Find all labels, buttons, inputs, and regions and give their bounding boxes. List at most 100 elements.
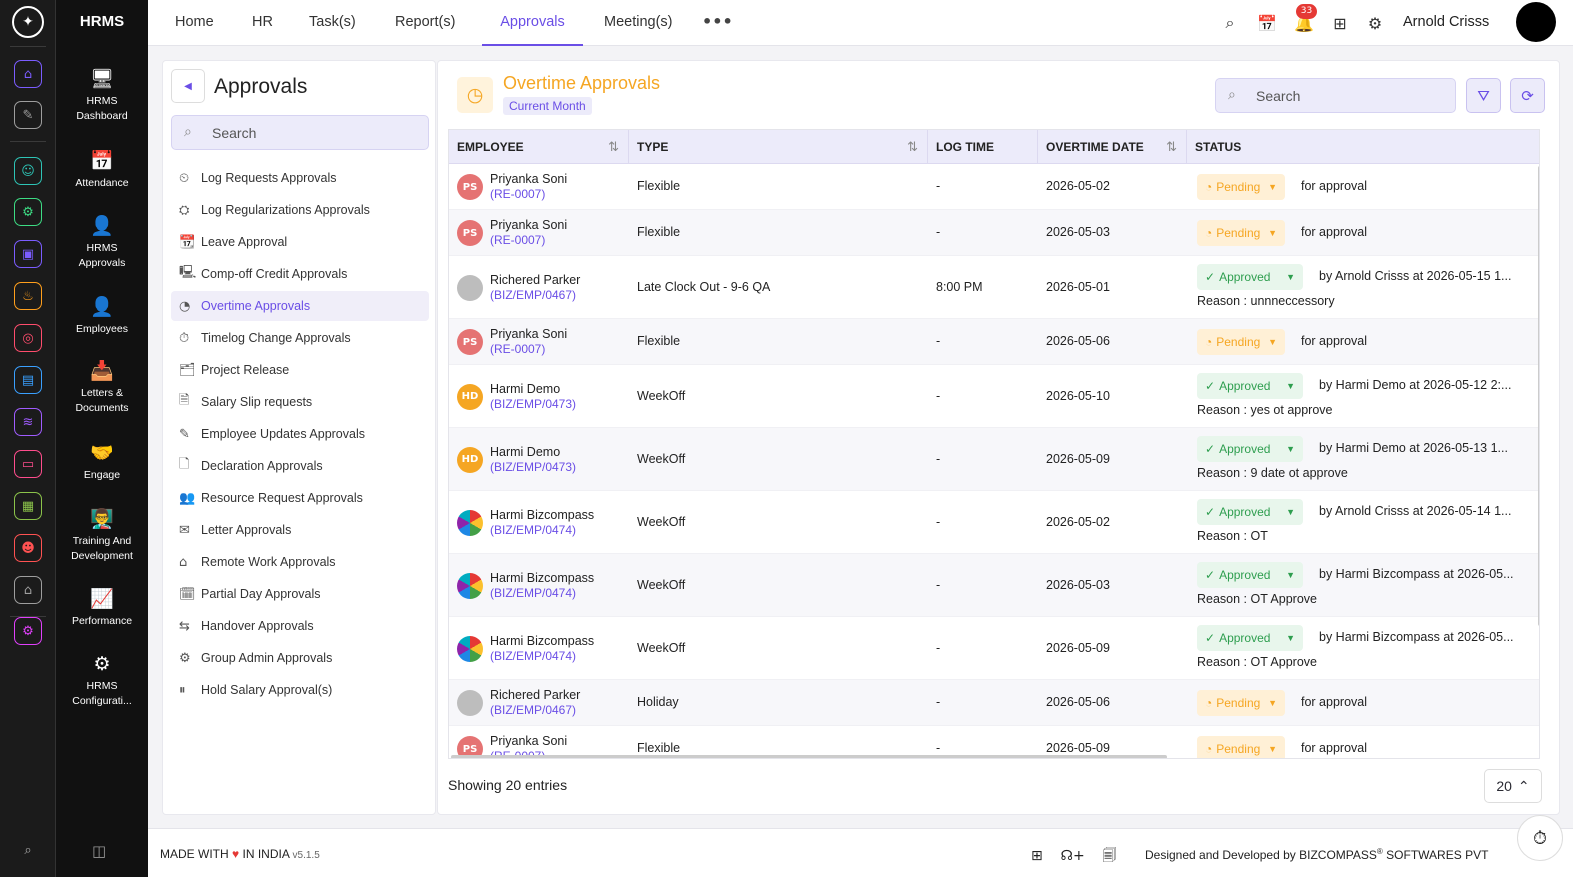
rail-settings-icon[interactable]: ⚙: [14, 198, 42, 226]
nav-item-hrms-configurati[interactable]: ⚙ HRMS Configurati...: [56, 653, 148, 709]
status-dropdown[interactable]: ✓ Approved ▼: [1197, 562, 1303, 588]
tab-home[interactable]: Home: [175, 14, 214, 30]
menu-search-input[interactable]: ⌕ Search: [171, 115, 429, 150]
status-dropdown[interactable]: ✓ Approved ▼: [1197, 625, 1303, 651]
table-row[interactable]: HD Harmi Demo (BIZ/EMP/0473) WeekOff - 2026-0…: [449, 428, 1539, 491]
gear-icon[interactable]: ⚙: [1367, 13, 1383, 33]
table-row[interactable]: HD Harmi Demo (BIZ/EMP/0473) WeekOff - 2026-0…: [449, 365, 1539, 428]
sort-icon[interactable]: ⇅: [608, 139, 619, 154]
refresh-button[interactable]: ⟳: [1510, 78, 1545, 113]
menu-item-timelog-change-approvals[interactable]: ⏱ Timelog Change Approvals: [171, 323, 429, 353]
status-dropdown[interactable]: ◔ Pending ▼: [1197, 690, 1285, 716]
calendar-icon[interactable]: 📅: [1257, 13, 1277, 33]
employee-code[interactable]: (BIZ/EMP/0473): [490, 396, 577, 411]
status-dropdown[interactable]: ◔ Pending ▼: [1197, 329, 1285, 355]
employee-code[interactable]: (BIZ/EMP/0474): [490, 648, 577, 663]
menu-item-comp-off-credit-approvals[interactable]: 🖳 Comp-off Credit Approvals: [171, 259, 429, 289]
employee-code[interactable]: (BIZ/EMP/0474): [490, 585, 577, 600]
status-dropdown[interactable]: ◔ Pending ▼: [1197, 220, 1285, 246]
sidebar-collapse-icon[interactable]: ◫: [92, 842, 107, 860]
sort-icon[interactable]: ⇅: [1166, 139, 1177, 154]
tab-hr[interactable]: HR: [252, 14, 273, 30]
nav-item-attendance[interactable]: 📅 Attendance: [56, 150, 148, 191]
apps-grid-icon[interactable]: ⊞: [1333, 13, 1347, 33]
tab-meetings[interactable]: Meeting(s): [604, 14, 673, 30]
nav-item-performance[interactable]: 📈 Performance: [56, 588, 148, 629]
table-row[interactable]: Harmi Bizcompass (BIZ/EMP/0474) WeekOff - 20…: [449, 617, 1539, 680]
employee-code[interactable]: (BIZ/EMP/0467): [490, 703, 577, 717]
table-row[interactable]: PS Priyanka Soni (RE-0007) Flexible - 2026-05…: [449, 164, 1539, 210]
tab-reports[interactable]: Report(s): [395, 14, 456, 30]
employee-code[interactable]: (RE-0007): [490, 233, 546, 247]
menu-item-declaration-approvals[interactable]: 🗋 Declaration Approvals: [171, 451, 429, 481]
rail-file-icon[interactable]: ▦: [14, 492, 42, 520]
employee-code[interactable]: (RE-0007): [490, 342, 546, 356]
rail-search-icon[interactable]: ⌕: [24, 842, 32, 858]
rail-house-icon[interactable]: ⌂: [14, 576, 42, 604]
status-dropdown[interactable]: ✓ Approved ▼: [1197, 499, 1303, 525]
table-row[interactable]: Richered Parker (BIZ/EMP/0467) Holiday - 202…: [449, 680, 1539, 726]
filter-button[interactable]: ⛛: [1466, 78, 1501, 113]
employee-code[interactable]: (RE-0007): [490, 749, 546, 759]
nav-item-training-and-development[interactable]: 👨‍🏫 Training And Development: [56, 508, 148, 564]
nav-item-engage[interactable]: 🤝 Engage: [56, 442, 148, 483]
windows-icon[interactable]: ⊞: [1031, 848, 1043, 864]
rail-target-icon[interactable]: ◎: [14, 324, 42, 352]
rail-fire-icon[interactable]: ♨: [14, 282, 42, 310]
menu-item-employee-updates-approvals[interactable]: ✎ Employee Updates Approvals: [171, 419, 429, 449]
rail-screen-icon[interactable]: ▭: [14, 450, 42, 478]
vertical-scrollbar[interactable]: [1538, 166, 1539, 626]
tab-tasks[interactable]: Task(s): [309, 14, 356, 30]
menu-item-leave-approval[interactable]: 📆 Leave Approval: [171, 227, 429, 257]
page-size-select[interactable]: 20 ⌃: [1484, 769, 1542, 803]
menu-item-group-admin-approvals[interactable]: ⚙ Group Admin Approvals: [171, 643, 429, 673]
horizontal-scrollbar[interactable]: [451, 755, 1167, 758]
col-employee[interactable]: EMPLOYEE ⇅: [449, 130, 629, 164]
col-type[interactable]: TYPE ⇅: [629, 130, 928, 164]
table-row[interactable]: PS Priyanka Soni (RE-0007) Flexible - 2026-05…: [449, 210, 1539, 256]
table-row[interactable]: Harmi Bizcompass (BIZ/EMP/0474) WeekOff - 20…: [449, 554, 1539, 617]
table-row[interactable]: Harmi Bizcompass (BIZ/EMP/0474) WeekOff - 20…: [449, 491, 1539, 554]
rail-card-icon[interactable]: ▤: [14, 366, 42, 394]
search-icon[interactable]: ⌕: [1225, 13, 1235, 32]
menu-item-partial-day-approvals[interactable]: 🗓 Partial Day Approvals: [171, 579, 429, 609]
rail-box-icon[interactable]: ▣: [14, 240, 42, 268]
rail-badge-icon[interactable]: ☻: [14, 534, 42, 562]
rail-wave-icon[interactable]: ≋: [14, 408, 42, 436]
rail-cog-icon[interactable]: ⚙: [14, 617, 42, 645]
timer-button[interactable]: ⏱: [1517, 815, 1563, 861]
rail-pin-icon[interactable]: ✎: [14, 101, 42, 129]
nav-item-hrms-approvals[interactable]: 👤 HRMS Approvals: [56, 215, 148, 271]
status-dropdown[interactable]: ✓ Approved ▼: [1197, 373, 1303, 399]
employee-code[interactable]: (BIZ/EMP/0474): [490, 522, 577, 537]
menu-item-handover-approvals[interactable]: ⇆ Handover Approvals: [171, 611, 429, 641]
col-overtime-date[interactable]: OVERTIME DATE ⇅: [1038, 130, 1187, 164]
menu-item-overtime-approvals[interactable]: ◔ Overtime Approvals: [171, 291, 429, 321]
menu-item-project-release[interactable]: 🗂 Project Release: [171, 355, 429, 385]
menu-item-hold-salary-approval-s[interactable]: ⏸ Hold Salary Approval(s): [171, 675, 429, 705]
menu-item-log-requests-approvals[interactable]: ⏲ Log Requests Approvals: [171, 163, 429, 193]
table-row[interactable]: PS Priyanka Soni (RE-0007) Flexible - 2026-05…: [449, 726, 1539, 759]
status-dropdown[interactable]: ✓ Approved ▼: [1197, 264, 1303, 290]
menu-item-remote-work-approvals[interactable]: ⌂ Remote Work Approvals: [171, 547, 429, 577]
menu-item-resource-request-approvals[interactable]: 👥 Resource Request Approvals: [171, 483, 429, 513]
table-search-input[interactable]: ⌕ Search: [1215, 78, 1456, 113]
rail-home-icon[interactable]: ⌂: [14, 60, 42, 88]
table-row[interactable]: PS Priyanka Soni (RE-0007) Flexible - 2026-05…: [449, 319, 1539, 365]
compass-logo-icon[interactable]: ✦: [12, 6, 44, 38]
menu-item-letter-approvals[interactable]: ✉ Letter Approvals: [171, 515, 429, 545]
user-name[interactable]: Arnold Crisss: [1403, 14, 1490, 30]
sort-icon[interactable]: ⇅: [907, 139, 918, 154]
employee-code[interactable]: (BIZ/EMP/0473): [490, 459, 577, 474]
nav-item-employees[interactable]: 👤 Employees: [56, 296, 148, 337]
nav-item-letters-documents[interactable]: 📥 Letters & Documents: [56, 360, 148, 416]
support-icon[interactable]: ☊+: [1060, 848, 1085, 864]
back-button[interactable]: ◀: [171, 69, 205, 103]
status-dropdown[interactable]: ◔ Pending ▼: [1197, 174, 1285, 200]
table-row[interactable]: Richered Parker (BIZ/EMP/0467) Late Clock …: [449, 256, 1539, 319]
menu-item-log-regularizations-approvals[interactable]: ⛭ Log Regularizations Approvals: [171, 195, 429, 225]
employee-code[interactable]: (RE-0007): [490, 187, 546, 201]
more-menu-icon[interactable]: •••: [702, 12, 733, 31]
menu-item-salary-slip-requests[interactable]: 🗎 Salary Slip requests: [171, 387, 429, 417]
status-dropdown[interactable]: ◔ Pending ▼: [1197, 736, 1285, 758]
